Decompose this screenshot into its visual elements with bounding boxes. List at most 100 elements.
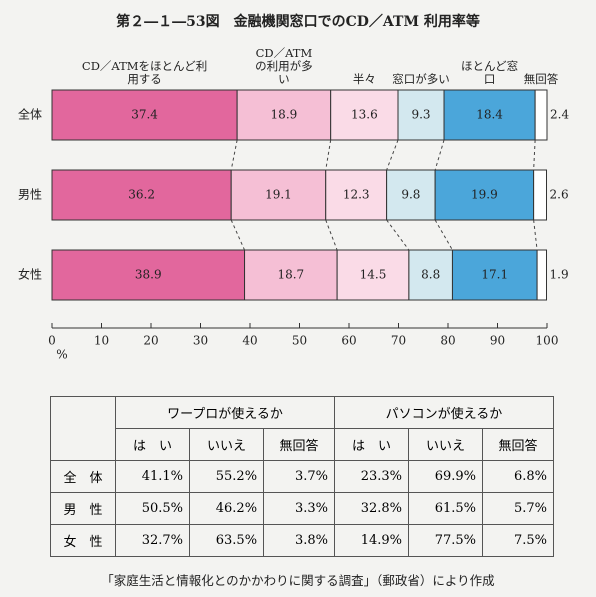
table-cell: 50.5% [114, 492, 191, 525]
bar-segment [408, 249, 453, 301]
table-row: は いいいえ 無回答は いいいえ 無回答 [51, 428, 554, 461]
value-label: 9.3 [411, 108, 430, 122]
value-label: 17.1 [481, 268, 508, 282]
column-header: 無回答 [263, 428, 335, 461]
source-note: 「家庭生活と情報化とのかかわりに関する調査」（郵政省）により作成 [101, 573, 495, 588]
bar-segment [51, 169, 232, 221]
table-cell: 61.5% [407, 492, 484, 525]
corner-cell [50, 396, 116, 461]
value-label: 18.4 [476, 108, 503, 122]
table-row: 女 性 32.7% 63.5% 3.8% 14.9% 77.5% 7.5% [50, 524, 554, 557]
value-label: 12.3 [343, 188, 370, 202]
connector [434, 219, 453, 251]
connector [325, 219, 338, 251]
x-tick-label: 20 [143, 334, 158, 348]
x-tick-label: 100 [536, 334, 559, 348]
bar-segment [230, 169, 327, 221]
connector [533, 219, 538, 251]
bar-segment [236, 89, 332, 141]
value-label: 36.2 [128, 188, 155, 202]
table-cell: 32.8% [333, 492, 410, 525]
x-unit: % [56, 348, 67, 362]
table-cell: 3.3% [263, 492, 335, 525]
value-label: 14.5 [360, 268, 387, 282]
table-cell: 3.8% [263, 524, 335, 557]
table-cell: 7.5% [482, 524, 554, 557]
x-tick-label: 0 [48, 334, 56, 348]
value-label: 18.9 [271, 108, 298, 122]
x-tick-label: 30 [193, 334, 208, 348]
chart-title: 第２―１―53図 金融機関窓口でのCD／ATM 利用率等 [116, 13, 480, 30]
column-header: は い [114, 428, 191, 461]
value-label: 19.1 [265, 188, 292, 202]
bar-segment [536, 249, 548, 301]
category-label: 全体 [18, 107, 42, 122]
connector [230, 139, 238, 171]
connector [386, 139, 399, 171]
table-cell: 69.9% [407, 460, 484, 493]
connector [533, 139, 536, 171]
bar-segment [51, 89, 238, 141]
connector [434, 139, 445, 171]
bar-segment [386, 169, 436, 221]
bar-segment [534, 89, 548, 141]
value-label: 8.8 [421, 268, 440, 282]
legend-label: ほとんど窓口 [461, 59, 519, 86]
value-label: 38.9 [135, 268, 162, 282]
group-header: パソコンが使えるか [333, 396, 555, 429]
value-label: 37.4 [131, 108, 158, 122]
value-label: 2.4 [550, 108, 569, 122]
legend-label: 無回答 [523, 72, 559, 86]
x-tick-label: 90 [490, 334, 505, 348]
bar-segment [434, 169, 535, 221]
value-label: 2.6 [550, 188, 569, 202]
table-cell: 77.5% [407, 524, 484, 557]
x-tick-label: 70 [391, 334, 406, 348]
x-tick-label: 80 [440, 334, 455, 348]
column-header: いいえ [407, 428, 484, 461]
table-cell: 6.8% [482, 460, 554, 493]
x-tick-label: 60 [341, 334, 356, 348]
table-row: 全 体 41.1% 55.2% 3.7% 23.3% 69.9% 6.8% [50, 460, 554, 493]
table-cell: 41.1% [114, 460, 191, 493]
table-cell: 55.2% [189, 460, 265, 493]
bar-segment [451, 249, 538, 301]
connector [386, 219, 410, 251]
bar-segment [325, 169, 388, 221]
table-cell: 14.9% [333, 524, 410, 557]
table-cell: 3.7% [263, 460, 335, 493]
table-cell: 23.3% [333, 460, 410, 493]
table-row: 男 性 50.5% 46.2% 3.3% 32.8% 61.5% 5.7% [50, 492, 554, 525]
table-cell: 5.7% [482, 492, 554, 525]
value-label: 9.8 [401, 188, 420, 202]
legend-label: 窓口が多い [392, 72, 450, 86]
value-label: 1.9 [550, 268, 569, 282]
legend-label: 半々 [352, 72, 376, 86]
bar-segment [443, 89, 536, 141]
row-header: 男 性 [50, 492, 116, 525]
connector [325, 139, 332, 171]
column-header: は い [333, 428, 410, 461]
bar-segment [533, 169, 548, 221]
value-label: 19.9 [471, 188, 498, 202]
column-header: いいえ [189, 428, 265, 461]
connector [230, 219, 246, 251]
group-header: ワープロが使えるか [115, 396, 335, 429]
row-header: 女 性 [50, 524, 116, 557]
table-cell: 46.2% [189, 492, 265, 525]
category-label: 男性 [18, 188, 42, 202]
column-header: 無回答 [482, 428, 554, 461]
value-label: 18.7 [277, 268, 304, 282]
table-row: ワープロが使えるか パソコンが使えるか [50, 396, 555, 461]
x-tick-label: 10 [94, 334, 109, 348]
legend-label: CD／ATMの利用が多い [255, 46, 313, 86]
bar-segment [51, 249, 246, 301]
table-cell: 63.5% [189, 524, 265, 557]
legend-label: CD／ATMをほとんど利用する [81, 59, 208, 86]
x-tick-label: 40 [242, 334, 257, 348]
bar-segment [336, 249, 410, 301]
value-label: 13.6 [351, 108, 378, 122]
table-cell: 32.7% [114, 524, 191, 557]
